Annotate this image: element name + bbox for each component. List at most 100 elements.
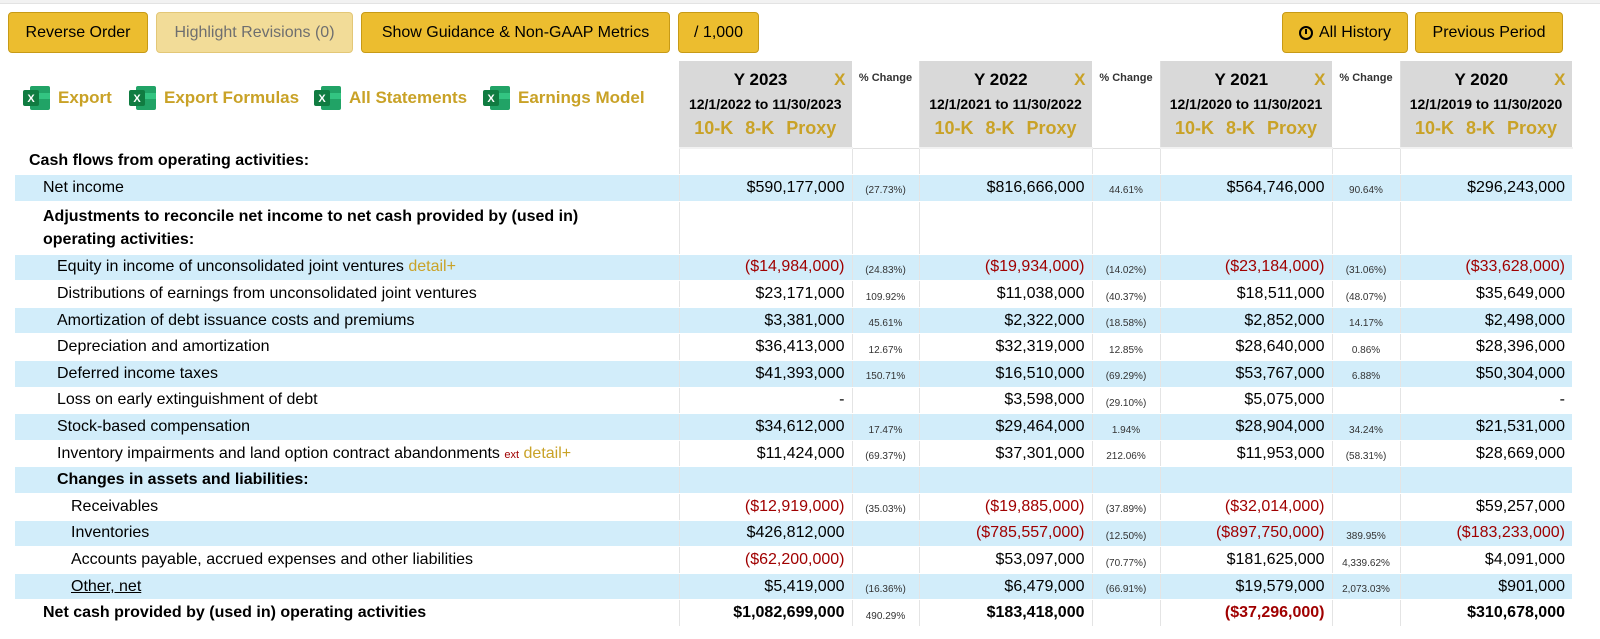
detail-link[interactable]: detail+ — [408, 258, 456, 276]
value-cell[interactable]: ($19,885,000) — [918, 493, 1092, 521]
value-cell[interactable]: $5,075,000 — [1159, 387, 1332, 415]
value-cell[interactable]: $4,091,000 — [1399, 546, 1572, 574]
value-cell[interactable]: $53,097,000 — [918, 546, 1092, 574]
value-cell[interactable]: $3,598,000 — [918, 387, 1092, 415]
earnings-model-link[interactable]: X Earnings Model — [482, 84, 645, 112]
value-cell[interactable]: $181,625,000 — [1159, 546, 1332, 574]
value-cell[interactable]: ($23,184,000) — [1159, 254, 1332, 282]
value-cell[interactable]: $296,243,000 — [1399, 174, 1572, 202]
value-cell[interactable]: ($785,557,000) — [918, 520, 1092, 548]
row-label-link[interactable]: Other, net — [71, 577, 142, 595]
10k-link[interactable]: 10-K — [934, 118, 974, 138]
value-cell[interactable]: $6,479,000 — [918, 573, 1092, 601]
value-cell[interactable]: $41,393,000 — [678, 360, 852, 388]
8k-link[interactable]: 8-K — [1465, 118, 1495, 138]
remove-column-button[interactable]: X — [1074, 70, 1086, 89]
show-guidance-button[interactable]: Show Guidance & Non-GAAP Metrics — [361, 12, 670, 53]
value-cell[interactable]: $3,381,000 — [678, 307, 852, 335]
10k-link[interactable]: 10-K — [1414, 118, 1454, 138]
export-link[interactable]: X Export — [22, 84, 112, 112]
proxy-link[interactable]: Proxy — [786, 118, 837, 138]
value-cell[interactable]: $11,953,000 — [1159, 440, 1332, 468]
value-cell[interactable]: $29,464,000 — [918, 413, 1092, 441]
value-cell — [1399, 466, 1572, 495]
value-cell[interactable]: $34,612,000 — [678, 413, 852, 441]
year-title: Y 2021 — [1214, 70, 1269, 89]
scale-button[interactable]: / 1,000 — [678, 12, 759, 53]
value-cell[interactable]: $564,746,000 — [1159, 174, 1332, 202]
value-cell[interactable]: ($12,919,000) — [678, 493, 852, 521]
value-cell[interactable]: $28,669,000 — [1399, 440, 1572, 468]
remove-column-button[interactable]: X — [1554, 70, 1566, 89]
value-cell[interactable]: $310,678,000 — [1399, 599, 1572, 627]
value-cell[interactable]: $11,038,000 — [918, 280, 1092, 308]
value-cell[interactable]: ($19,934,000) — [918, 254, 1092, 282]
value-cell[interactable]: $35,649,000 — [1399, 280, 1572, 308]
detail-link[interactable]: detail+ — [523, 444, 572, 462]
ext-tag[interactable]: ext — [504, 448, 520, 461]
remove-column-button[interactable]: X — [834, 70, 846, 89]
value-cell[interactable]: ($897,750,000) — [1159, 520, 1332, 548]
value-cell[interactable]: $2,498,000 — [1399, 307, 1572, 335]
all-statements-link[interactable]: X All Statements — [313, 84, 467, 112]
value-cell[interactable]: $28,640,000 — [1159, 333, 1332, 362]
highlight-revisions-button[interactable]: Highlight Revisions (0) — [156, 12, 353, 53]
value-cell[interactable]: $18,511,000 — [1159, 280, 1332, 308]
proxy-link[interactable]: Proxy — [1507, 118, 1558, 138]
10k-link[interactable]: 10-K — [1174, 118, 1214, 138]
value-cell[interactable]: ($183,233,000) — [1399, 520, 1572, 548]
value-cell[interactable]: $28,396,000 — [1399, 333, 1572, 362]
value-cell[interactable]: ($62,200,000) — [678, 546, 852, 574]
value-cell[interactable]: - — [1399, 387, 1572, 415]
value-cell[interactable]: $53,767,000 — [1159, 360, 1332, 388]
value-cell[interactable]: $1,082,699,000 — [678, 599, 852, 627]
value-cell[interactable]: ($33,628,000) — [1399, 254, 1572, 282]
row-label-cell: Other, net — [15, 573, 679, 601]
value-cell[interactable]: $50,304,000 — [1399, 360, 1572, 388]
value-cell[interactable]: $5,419,000 — [678, 573, 852, 601]
export-formulas-link[interactable]: X Export Formulas — [128, 84, 299, 112]
value-cell[interactable]: $36,413,000 — [678, 333, 852, 362]
proxy-link[interactable]: Proxy — [1267, 118, 1318, 138]
value-cell[interactable]: $28,904,000 — [1159, 413, 1332, 441]
pct-change-header: % Change — [851, 61, 920, 149]
value-cell — [1159, 466, 1332, 495]
8k-link[interactable]: 8-K — [985, 118, 1015, 138]
value-cell[interactable]: $426,812,000 — [678, 520, 852, 548]
value-cell[interactable]: ($37,296,000) — [1159, 599, 1332, 627]
pct-cell: (40.37%) — [1091, 280, 1160, 308]
value-cell[interactable]: ($14,984,000) — [678, 254, 852, 282]
10k-link[interactable]: 10-K — [694, 118, 734, 138]
value-cell[interactable]: $2,852,000 — [1159, 307, 1332, 335]
pct-cell — [851, 466, 919, 495]
value-cell[interactable]: $590,177,000 — [678, 174, 852, 202]
value-cell[interactable]: $816,666,000 — [918, 174, 1092, 202]
value-cell[interactable]: $11,424,000 — [678, 440, 852, 468]
value-cell[interactable]: $32,319,000 — [918, 333, 1092, 362]
value-cell[interactable]: $21,531,000 — [1399, 413, 1572, 441]
pct-cell: 12.85% — [1091, 333, 1160, 362]
all-history-button[interactable]: All History — [1282, 12, 1408, 53]
value-cell[interactable]: ($32,014,000) — [1159, 493, 1332, 521]
8k-link[interactable]: 8-K — [745, 118, 775, 138]
value-cell[interactable]: $901,000 — [1399, 573, 1572, 601]
total-row: Net cash provided by (used in) operating… — [15, 599, 1572, 627]
value-cell[interactable]: $23,171,000 — [678, 280, 852, 308]
table-row: Amortization of debt issuance costs and … — [15, 307, 1572, 335]
value-cell[interactable]: $16,510,000 — [918, 360, 1092, 388]
8k-link[interactable]: 8-K — [1225, 118, 1255, 138]
value-cell[interactable]: $37,301,000 — [918, 440, 1092, 468]
remove-column-button[interactable]: X — [1314, 70, 1326, 89]
previous-period-button[interactable]: Previous Period — [1415, 12, 1563, 53]
value-cell[interactable]: - — [678, 387, 852, 415]
reverse-order-button[interactable]: Reverse Order — [8, 12, 148, 53]
proxy-link[interactable]: Proxy — [1026, 118, 1077, 138]
pct-cell: (18.58%) — [1091, 307, 1160, 335]
value-cell[interactable]: $59,257,000 — [1399, 493, 1572, 521]
value-cell[interactable]: $183,418,000 — [918, 599, 1092, 627]
cash-flow-table: Y 2023 X 12/1/2022 to 11/30/2023 10-K 8-K P… — [15, 61, 1573, 627]
pct-cell — [1331, 599, 1400, 627]
value-cell[interactable]: $19,579,000 — [1159, 573, 1332, 601]
value-cell[interactable]: $2,322,000 — [918, 307, 1092, 335]
pct-cell — [1091, 599, 1160, 627]
